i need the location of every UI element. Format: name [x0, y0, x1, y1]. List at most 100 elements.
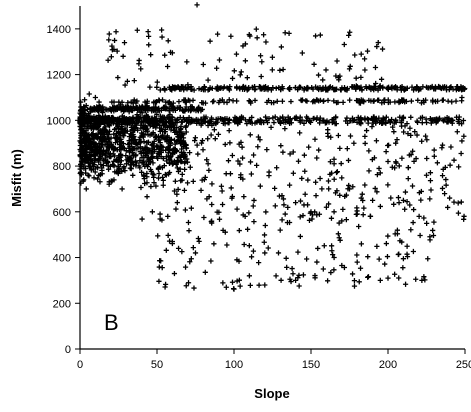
data-point [320, 266, 326, 272]
data-point [118, 139, 124, 145]
data-point [238, 114, 245, 120]
x-tick-label: 250 [456, 359, 471, 371]
data-point [229, 279, 236, 285]
data-point [117, 133, 123, 139]
data-point [109, 99, 115, 105]
data-point [144, 155, 150, 161]
data-point [413, 86, 419, 92]
data-point [379, 100, 385, 106]
data-point [461, 133, 467, 139]
data-point [262, 114, 269, 120]
data-point [400, 197, 406, 203]
data-point [108, 54, 114, 60]
data-point [327, 159, 333, 165]
data-point [158, 134, 164, 141]
data-point [219, 188, 225, 194]
data-point [159, 174, 166, 180]
data-point [241, 241, 247, 248]
data-point [320, 77, 326, 83]
data-point [385, 182, 391, 188]
data-point [206, 86, 212, 93]
data-point [201, 118, 207, 124]
data-point [199, 106, 205, 113]
data-point [113, 29, 119, 35]
data-point [331, 98, 337, 104]
data-point [209, 181, 215, 187]
data-point [226, 97, 232, 103]
data-point [147, 84, 153, 90]
data-point [256, 282, 262, 288]
data-point [460, 117, 467, 124]
data-point [165, 150, 171, 156]
data-point [169, 50, 175, 56]
data-point [451, 157, 457, 163]
data-point [187, 164, 193, 170]
data-point [273, 273, 279, 279]
data-point [244, 121, 250, 127]
data-point [448, 84, 454, 90]
data-point [125, 104, 132, 110]
data-point [434, 118, 440, 124]
data-point [456, 164, 462, 170]
data-point [321, 243, 327, 249]
data-point [138, 120, 145, 126]
data-point [280, 149, 286, 155]
data-point [154, 84, 160, 90]
data-point [448, 144, 454, 150]
data-point [185, 219, 192, 226]
data-point [416, 213, 422, 219]
data-point [264, 147, 270, 153]
data-point [278, 277, 284, 283]
data-point [261, 232, 268, 238]
data-point [407, 125, 413, 131]
y-tick-label: 1400 [47, 24, 71, 36]
data-point [252, 97, 258, 104]
data-point [441, 191, 448, 197]
data-point [390, 124, 396, 130]
data-point [324, 119, 330, 126]
data-point [301, 202, 307, 208]
data-point [137, 165, 143, 171]
data-point [131, 137, 137, 143]
data-point [96, 99, 102, 105]
data-point [457, 86, 463, 92]
data-point [182, 166, 188, 172]
data-point [83, 154, 89, 160]
data-point [273, 85, 279, 91]
data-point [166, 99, 173, 105]
data-point [142, 146, 148, 152]
data-point [282, 30, 288, 36]
data-point [290, 170, 296, 176]
data-point [194, 2, 200, 8]
data-point [157, 211, 163, 217]
data-point [212, 136, 218, 142]
data-point [217, 97, 223, 104]
data-point [408, 114, 414, 120]
data-point [344, 115, 350, 121]
data-point [246, 243, 252, 249]
data-point [266, 173, 272, 179]
data-point [236, 277, 242, 283]
data-point [287, 117, 293, 123]
data-point [399, 83, 405, 90]
data-point [159, 128, 166, 134]
data-point [337, 237, 343, 243]
data-point [80, 151, 86, 158]
data-point [454, 129, 460, 135]
data-point [385, 142, 392, 148]
data-point [424, 137, 430, 143]
data-point [119, 99, 125, 105]
data-point [358, 51, 364, 57]
data-point [200, 147, 206, 153]
data-point [442, 164, 448, 171]
data-point [284, 264, 290, 270]
data-point [193, 108, 199, 114]
data-point [405, 131, 411, 137]
data-point [133, 163, 139, 169]
data-point [222, 116, 228, 122]
data-point [339, 218, 345, 224]
data-point [155, 166, 162, 172]
data-point [393, 84, 399, 91]
data-point [302, 191, 308, 197]
data-point [432, 86, 439, 92]
